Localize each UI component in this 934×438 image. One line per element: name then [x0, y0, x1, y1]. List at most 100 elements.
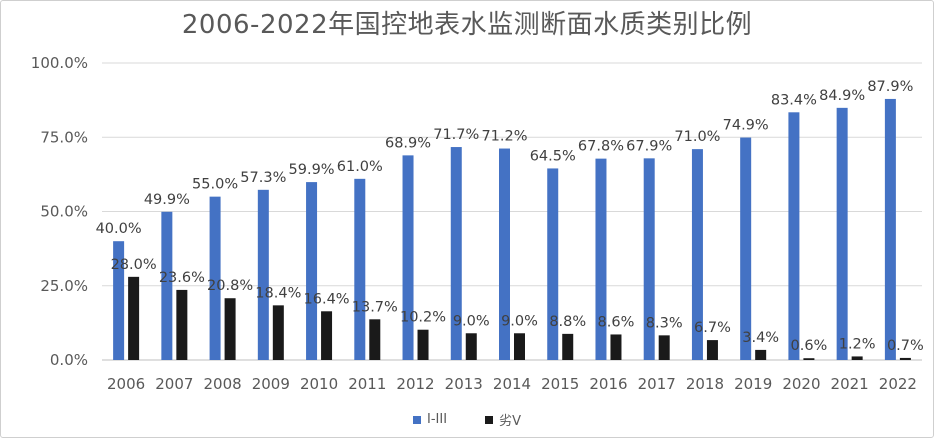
- bar-i-iii: [161, 211, 173, 360]
- bar-i-iii: [209, 196, 221, 360]
- bar-worse-v: [514, 333, 525, 360]
- data-label-i-iii: 59.9%: [289, 162, 335, 178]
- bar-worse-v: [851, 356, 863, 360]
- x-tick-label: 2015: [541, 375, 579, 393]
- data-label-i-iii: 55.0%: [192, 177, 238, 193]
- x-tick-label: 2020: [782, 375, 820, 393]
- bar-i-iii: [788, 112, 800, 360]
- bar-i-iii: [113, 241, 125, 360]
- data-label-i-iii: 71.7%: [433, 127, 479, 143]
- data-label-i-iii: 84.9%: [819, 88, 865, 104]
- data-label-i-iii: 49.9%: [144, 192, 190, 208]
- x-tick-label: 2010: [300, 375, 338, 393]
- x-tick-label: 2007: [155, 375, 193, 393]
- data-label-worse-v: 20.8%: [207, 278, 253, 294]
- x-tick-label: 2013: [445, 375, 483, 393]
- legend-swatch-series-1: [485, 415, 494, 424]
- bar-i-iii: [450, 147, 462, 360]
- bar-worse-v: [224, 298, 236, 360]
- bar-worse-v: [321, 311, 333, 360]
- bar-worse-v: [706, 340, 718, 360]
- bar-i-iii: [643, 158, 655, 360]
- data-label-i-iii: 83.4%: [771, 92, 817, 108]
- x-tick-label: 2008: [203, 375, 241, 393]
- data-label-worse-v: 0.6%: [790, 338, 827, 354]
- data-label-worse-v: 9.0%: [501, 313, 538, 329]
- bar-i-iii: [354, 178, 366, 360]
- bar-worse-v: [803, 358, 815, 360]
- legend-label-series-0: I-III: [427, 412, 448, 427]
- bar-worse-v: [176, 289, 188, 360]
- bar-i-iii: [547, 168, 559, 360]
- y-tick-label: 0.0%: [50, 351, 88, 369]
- x-tick-label: 2022: [879, 375, 917, 393]
- bar-i-iii: [884, 98, 896, 360]
- data-label-i-iii: 87.9%: [867, 79, 913, 95]
- bar-i-iii: [836, 107, 848, 360]
- y-tick-label: 50.0%: [40, 203, 88, 221]
- y-tick-label: 25.0%: [40, 277, 88, 295]
- x-tick-label: 2016: [589, 375, 627, 393]
- bar-worse-v: [610, 334, 622, 360]
- chart-legend: I-III 劣V: [0, 410, 934, 429]
- data-label-i-iii: 40.0%: [96, 221, 142, 237]
- data-label-worse-v: 16.4%: [304, 291, 350, 307]
- data-label-i-iii: 71.0%: [674, 129, 720, 145]
- data-label-i-iii: 64.5%: [530, 148, 576, 164]
- data-label-worse-v: 8.3%: [646, 315, 683, 331]
- x-tick-label: 2011: [348, 375, 386, 393]
- chart-title: 2006-2022年国控地表水监测断面水质类别比例: [181, 10, 753, 40]
- data-label-i-iii: 57.3%: [240, 170, 286, 186]
- bar-worse-v: [272, 305, 284, 360]
- bar-worse-v: [369, 319, 381, 360]
- data-label-worse-v: 8.6%: [598, 314, 635, 330]
- x-tick-label: 2012: [396, 375, 434, 393]
- bar-worse-v: [417, 329, 429, 360]
- data-label-worse-v: 9.0%: [453, 313, 490, 329]
- x-tick-label: 2019: [734, 375, 772, 393]
- bar-i-iii: [402, 155, 414, 360]
- y-tick-label: 75.0%: [40, 128, 88, 146]
- x-tick-label: 2006: [107, 375, 145, 393]
- bar-worse-v: [128, 276, 140, 360]
- data-label-worse-v: 1.2%: [839, 336, 876, 352]
- data-label-i-iii: 61.0%: [337, 159, 383, 175]
- data-label-i-iii: 67.8%: [578, 139, 624, 155]
- legend-label-series-1: 劣V: [499, 414, 521, 429]
- bar-i-iii: [306, 182, 318, 360]
- data-label-i-iii: 67.9%: [626, 138, 672, 154]
- bar-worse-v: [465, 333, 477, 360]
- data-label-worse-v: 28.0%: [111, 257, 157, 273]
- legend-item-series-0: I-III: [413, 410, 447, 429]
- data-label-worse-v: 23.6%: [159, 270, 205, 286]
- x-tick-label: 2014: [493, 375, 531, 393]
- data-label-i-iii: 68.9%: [385, 135, 431, 151]
- data-label-worse-v: 10.2%: [400, 310, 446, 326]
- data-label-i-iii: 71.2%: [481, 129, 527, 145]
- data-label-worse-v: 0.7%: [887, 338, 924, 354]
- bar-i-iii: [499, 148, 510, 360]
- data-label-worse-v: 13.7%: [352, 299, 398, 315]
- x-tick-label: 2021: [831, 375, 869, 393]
- bar-i-iii: [595, 158, 607, 360]
- x-tick-label: 2018: [686, 375, 724, 393]
- bar-i-iii: [740, 137, 752, 360]
- bar-worse-v: [755, 349, 767, 360]
- bar-i-iii: [691, 149, 703, 360]
- bar-worse-v: [899, 357, 911, 360]
- data-label-worse-v: 18.4%: [255, 285, 301, 301]
- bar-worse-v: [658, 335, 670, 360]
- bar-i-iii: [257, 189, 269, 360]
- data-label-worse-v: 6.7%: [694, 320, 731, 336]
- x-tick-label: 2017: [638, 375, 676, 393]
- legend-item-series-1: 劣V: [485, 410, 521, 429]
- bar-worse-v: [562, 333, 574, 360]
- data-label-worse-v: 8.8%: [549, 314, 586, 330]
- data-label-i-iii: 74.9%: [723, 118, 769, 134]
- legend-swatch-series-0: [413, 415, 422, 424]
- y-tick-label: 100.0%: [31, 54, 88, 72]
- data-label-worse-v: 3.4%: [742, 330, 779, 346]
- x-tick-label: 2009: [252, 375, 290, 393]
